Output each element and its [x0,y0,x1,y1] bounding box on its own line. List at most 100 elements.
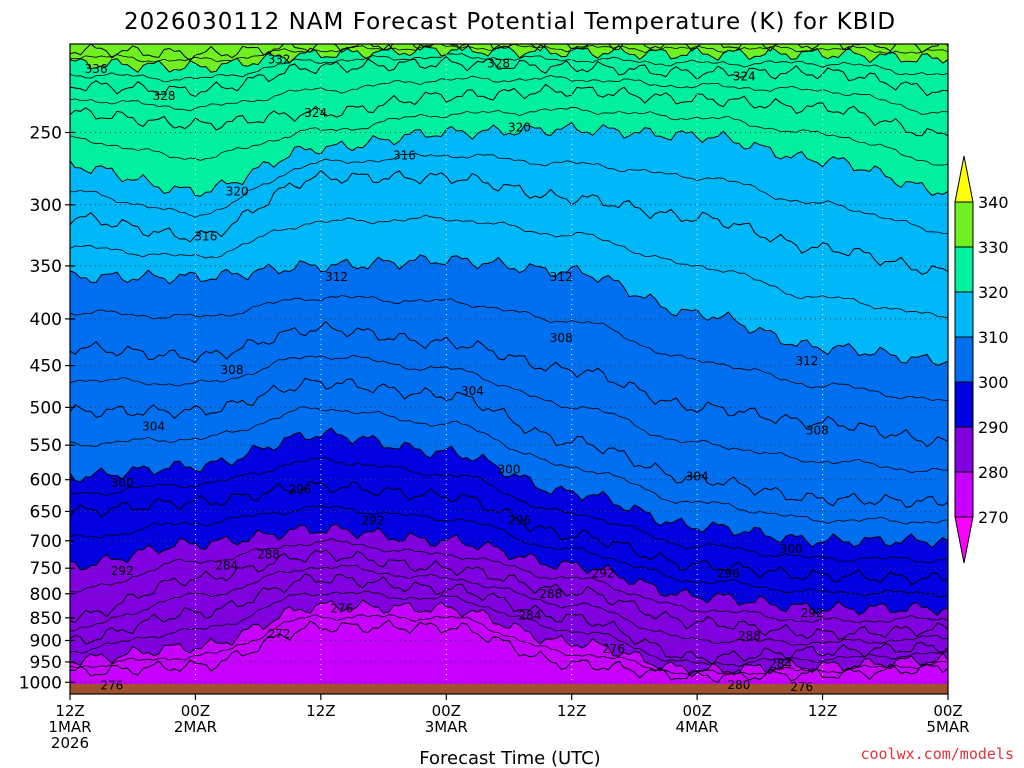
colorbar-segment [954,336,974,383]
y-tick-label: 250 [30,123,62,143]
contour-label: 284 [518,608,541,622]
y-tick-label: 850 [30,609,62,629]
grid-lines [70,44,948,694]
isentrope-line [70,214,948,319]
plot-area: 336 332 328 324 328 324 320 316 320 316 312 312 308 3… [70,44,948,694]
contour-label: 272 [268,627,291,641]
contour-label: 300 [498,463,521,477]
isentrope-line [70,44,948,62]
plot-frame [69,43,949,695]
contour-label: 332 [268,53,291,67]
colorbar-segment [954,201,974,248]
y-tick-label: 450 [30,357,62,377]
isentrope-line [70,106,948,166]
y-tick-label: 400 [30,310,62,330]
contour-label: 300 [780,542,803,556]
y-tick-label: 700 [30,532,62,552]
contour-label: 280 [727,678,750,692]
colorbar-tick-label: 320 [978,283,1009,302]
colorbar-bottom-arrow [954,516,974,564]
contour-labels: 336 332 328 324 328 324 320 316 320 316 312 312 308 3… [85,53,829,694]
colorbar-segment [954,471,974,518]
colorbar: 340 330 320 310 300 290 280 270 [954,155,1009,564]
isentrope-line [70,456,948,564]
chart-title: 2026030112 NAM Forecast Potential Temper… [124,9,896,35]
isentrope-line [70,295,948,402]
colorbar-segment [954,426,974,473]
isentrope-line [70,83,948,137]
contour-label: 324 [733,69,756,83]
isentrope-line [70,44,948,73]
contour-label: 324 [304,106,327,120]
x-tick-label: 12Z [557,702,586,720]
y-tick-label: 800 [30,585,62,605]
isentrope-line [70,538,948,624]
contour-label: 312 [325,270,348,284]
contour-label: 292 [592,566,615,580]
x-tick-label: 4MAR [676,718,719,736]
isentrope-line [70,590,948,667]
isentrope-line [70,152,948,234]
isentrope-line [70,53,948,83]
contour-label: 288 [257,548,280,562]
colorbar-tick-label: 310 [978,328,1009,347]
x-tick-label: 00Z [181,702,210,720]
y-tick-label: 350 [30,257,62,277]
contour-label: 284 [215,559,238,573]
x-tick-label: 12Z [55,702,84,720]
isentrope-line [70,427,948,549]
isentrope-line [70,564,948,646]
contour-label: 276 [790,680,813,694]
isentrope-line [70,523,948,617]
colorbar-segment [954,291,974,338]
contour-label: 312 [795,354,818,368]
isentrope-line [70,320,948,448]
isentrope-line [70,56,948,98]
contour-label: 320 [508,121,531,135]
x-tick-label: 00Z [682,702,711,720]
y-tick-label: 650 [30,502,62,522]
isentrope-line [70,169,948,275]
x-tick-label: 2MAR [174,718,217,736]
x-tick-label: 5MAR [926,718,969,736]
y-axis: 2503003504004505005506006507007508008509… [19,123,75,693]
isentrope-line [70,599,948,678]
colorbar-tick-label: 340 [978,193,1009,212]
colorbar-segment [954,381,974,428]
y-tick-label: 950 [30,653,62,673]
y-tick-label: 550 [30,436,62,456]
contour-label: 288 [738,629,761,643]
contour-label: 308 [550,331,573,345]
y-tick-label: 900 [30,631,62,651]
contour-label: 336 [85,62,108,76]
x-axis-label: Forecast Time (UTC) [419,748,600,768]
isentrope-line [70,122,948,197]
x-tick-label: 3MAR [425,718,468,736]
colorbar-tick-label: 330 [978,238,1009,257]
contour-label: 312 [550,270,573,284]
y-tick-label: 300 [30,196,62,216]
isentrope-line [70,480,948,586]
x-tick-label: 00Z [432,702,461,720]
isentrope-line [70,573,948,665]
isentrope-line [70,505,948,598]
x-tick-label: 12Z [808,702,837,720]
contour-label: 328 [487,56,510,70]
x-tick-label: 00Z [933,702,962,720]
contour-label: 276 [602,642,625,656]
contour-label: 304 [686,469,709,483]
colorbar-tick-label: 270 [978,508,1009,527]
colorbar-tick-label: 290 [978,418,1009,437]
y-tick-label: 500 [30,398,62,418]
contour-label: 320 [226,184,249,198]
contour-label: 316 [194,230,217,244]
credit-text: coolwx.com/models [860,745,1014,763]
colorbar-tick-label: 300 [978,373,1009,392]
x-tick-label: 12Z [306,702,335,720]
contour-label: 296 [508,513,531,527]
isentrope-line [70,355,948,474]
isentrope-line [70,74,948,115]
terrain-ground [70,684,948,694]
y-tick-label: 600 [30,471,62,491]
isentrope-line [70,377,948,509]
